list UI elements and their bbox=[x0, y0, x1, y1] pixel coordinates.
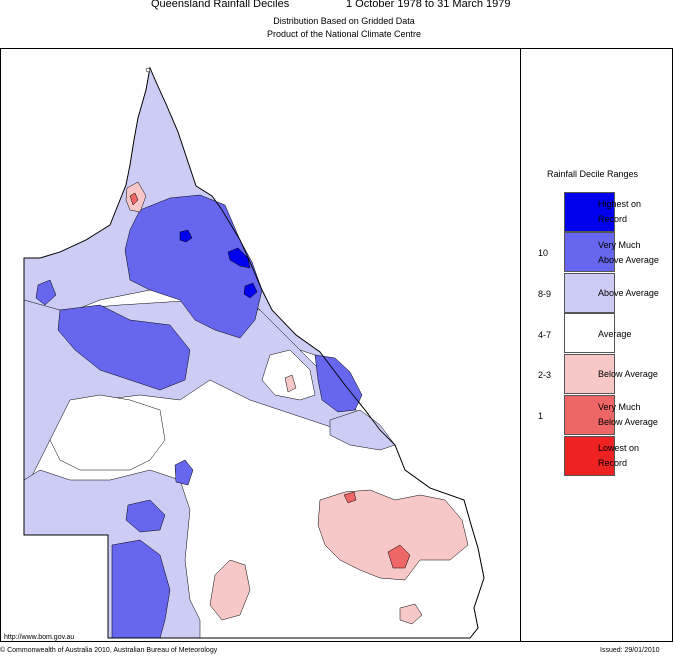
very-much-above-west bbox=[57, 304, 191, 391]
below-average-south bbox=[209, 559, 251, 621]
map-frame bbox=[0, 48, 673, 642]
highest-on-record-1 bbox=[227, 247, 251, 269]
below-average-coastal bbox=[284, 374, 297, 393]
footer-url[interactable]: http://www.bom.gov.au bbox=[4, 634, 75, 641]
legend-range-10: 10 bbox=[538, 248, 549, 258]
footer-issued: Issued: 29/01/2010 bbox=[600, 647, 660, 654]
queensland-map bbox=[23, 66, 485, 639]
legend-label-very-much-above: Very Much Above Average bbox=[598, 240, 659, 265]
legend-label-very-much-below: Very Much Below Average bbox=[598, 402, 658, 427]
legend-swatch-very-much-above bbox=[564, 232, 615, 272]
island-north bbox=[145, 67, 151, 73]
below-average-border bbox=[399, 603, 423, 625]
map-title: Queensland Rainfall Deciles 1 October 19… bbox=[0, 0, 674, 12]
very-much-above-east bbox=[314, 354, 363, 413]
subtitle-product: Product of the National Climate Centre bbox=[266, 29, 422, 39]
subtitle-distribution: Distribution Based on Gridded Data bbox=[273, 16, 415, 26]
average-patch-west bbox=[49, 394, 166, 471]
very-much-above-nw-small bbox=[35, 279, 57, 306]
legend-range-2-3: 2-3 bbox=[538, 370, 552, 380]
legend-swatch-above bbox=[564, 273, 615, 313]
highest-on-record-2 bbox=[179, 229, 193, 243]
legend-label-below: Below Average bbox=[598, 369, 658, 379]
very-much-above-north bbox=[124, 194, 263, 339]
legend-range-1: 1 bbox=[538, 411, 544, 421]
footer-copyright: © Commonwealth of Australia 2010, Austra… bbox=[0, 647, 218, 654]
legend-swatch-below bbox=[564, 354, 615, 394]
legend-swatch-very-much-below bbox=[564, 395, 615, 435]
below-average-southeast bbox=[317, 489, 469, 581]
legend-label-lowest: Lowest on Record bbox=[598, 443, 640, 468]
highest-on-record-3 bbox=[243, 282, 258, 299]
period-text: 1 October 1978 to 31 March 1979 bbox=[346, 0, 511, 10]
legend-range-8-9: 8-9 bbox=[538, 289, 552, 299]
average-patch-coastal bbox=[261, 349, 316, 401]
very-much-below-1 bbox=[387, 544, 411, 569]
legend-swatch-lowest bbox=[564, 436, 615, 476]
title-text: Queensland Rainfall Deciles bbox=[151, 0, 290, 10]
very-much-below-2 bbox=[343, 491, 357, 504]
queensland-border bbox=[23, 66, 485, 639]
legend-swatch-highest bbox=[564, 192, 615, 232]
very-much-above-central-small bbox=[125, 499, 166, 533]
legend-label-highest: Highest on Record bbox=[598, 199, 642, 224]
very-much-above-tiny bbox=[174, 459, 194, 486]
legend-title: Rainfall Decile Ranges bbox=[547, 169, 639, 179]
very-much-below-3 bbox=[129, 192, 139, 206]
legend-divider bbox=[520, 48, 521, 642]
legend-range-4-7: 4-7 bbox=[538, 330, 552, 340]
legend-label-above: Above Average bbox=[598, 288, 659, 298]
legend-label-average: Average bbox=[598, 329, 632, 339]
legend-swatch-average bbox=[564, 313, 615, 353]
above-average-east bbox=[329, 409, 396, 451]
